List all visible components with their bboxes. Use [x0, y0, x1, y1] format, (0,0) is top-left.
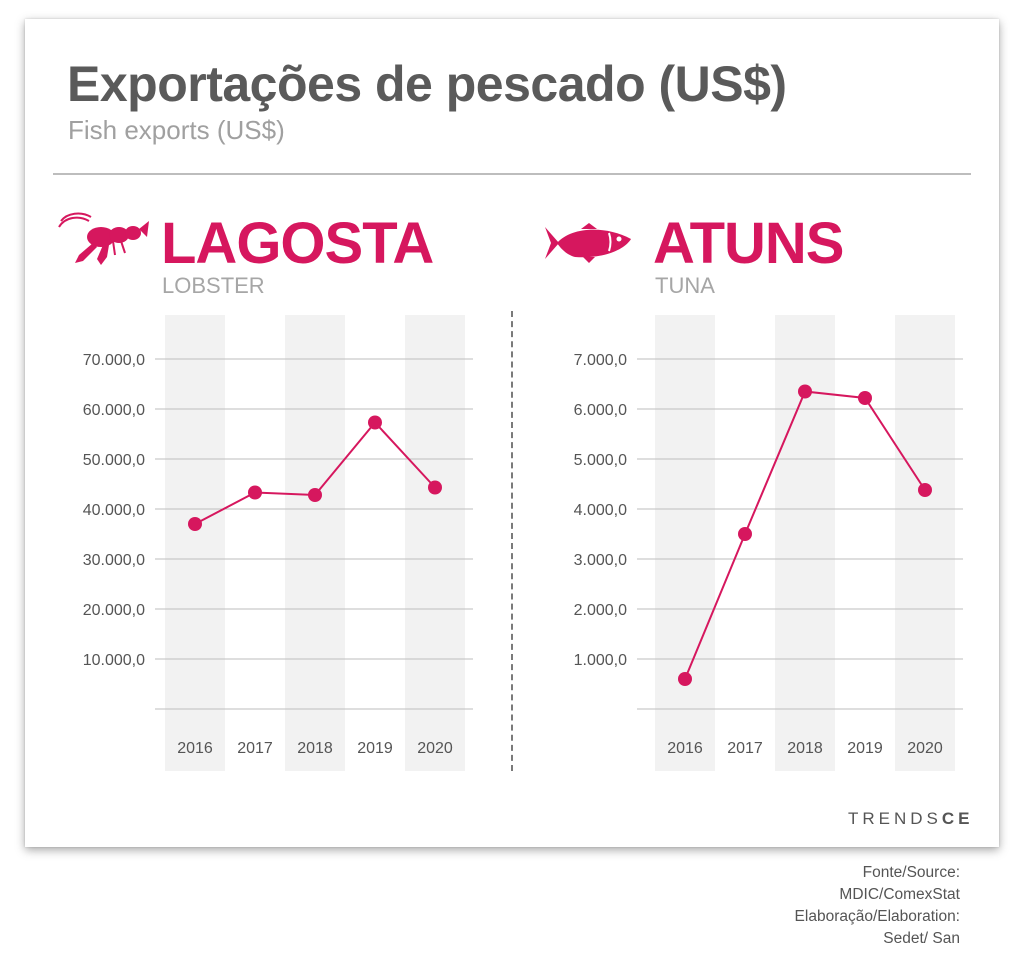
x-tick-label: 2016 — [177, 740, 213, 757]
x-tick-label: 2017 — [727, 740, 763, 757]
y-tick-label: 60.000,0 — [83, 402, 145, 419]
x-tick-label: 2020 — [907, 740, 943, 757]
header-divider — [53, 173, 971, 175]
x-tick-label: 2019 — [847, 740, 883, 757]
page-subtitle: Fish exports (US$) — [68, 115, 285, 145]
source-line: Fonte/Source: — [862, 864, 960, 881]
source-line: MDIC/ComexStat — [839, 886, 960, 903]
y-tick-label: 2.000,0 — [574, 602, 627, 619]
lobster-header: LAGOSTA — [161, 211, 434, 276]
column-band — [165, 315, 225, 771]
y-tick-label: 50.000,0 — [83, 452, 145, 469]
y-tick-label: 70.000,0 — [83, 352, 145, 369]
data-point — [918, 483, 932, 497]
y-tick-label: 30.000,0 — [83, 552, 145, 569]
data-point — [858, 391, 872, 405]
column-band — [405, 315, 465, 771]
data-point — [798, 384, 812, 399]
source-line: Elaboração/Elaboration: — [794, 908, 960, 925]
data-point — [188, 517, 202, 531]
x-tick-label: 2018 — [297, 740, 333, 757]
column-band — [285, 315, 345, 771]
lobster-chart: 10.000,0 20.000,0 30.000,0 40.000,0 50.000,0… — [83, 315, 473, 771]
tuna-title: ATUNS — [653, 211, 844, 276]
source-line: Sedet/ San — [883, 930, 960, 947]
column-band — [775, 315, 835, 771]
column-band — [895, 315, 955, 771]
lobster-title: LAGOSTA — [161, 211, 434, 276]
chart-separator — [511, 311, 513, 771]
y-tick-label: 6.000,0 — [574, 402, 627, 419]
y-tick-label: 3.000,0 — [574, 552, 627, 569]
page-title: Exportações de pescado (US$) — [67, 56, 787, 112]
y-tick-label: 1.000,0 — [574, 652, 627, 669]
y-tick-label: 7.000,0 — [574, 352, 627, 369]
x-tick-label: 2016 — [667, 740, 703, 757]
data-point — [678, 672, 692, 686]
tuna-subtitle: TUNA — [655, 273, 715, 298]
infographic-card: Exportações de pescado (US$) Fish export… — [25, 19, 999, 847]
x-tick-label: 2017 — [237, 740, 273, 757]
x-tick-label: 2020 — [417, 740, 453, 757]
y-tick-label: 10.000,0 — [83, 652, 145, 669]
tuna-chart: 1.000,0 2.000,0 3.000,0 4.000,0 5.000,0 6.000… — [574, 315, 963, 771]
lobster-icon — [58, 212, 149, 265]
data-point — [738, 527, 752, 541]
column-band — [655, 315, 715, 771]
brand-logo: TRENDSCE — [848, 809, 974, 828]
fish-icon — [545, 223, 631, 263]
data-point — [368, 415, 382, 430]
data-point — [308, 488, 322, 502]
lobster-subtitle: LOBSTER — [162, 273, 265, 298]
x-tick-label: 2019 — [357, 740, 393, 757]
data-point — [428, 480, 442, 495]
y-tick-label: 5.000,0 — [574, 452, 627, 469]
data-point — [248, 485, 262, 500]
y-tick-label: 40.000,0 — [83, 502, 145, 519]
y-tick-label: 20.000,0 — [83, 602, 145, 619]
tuna-header: ATUNS — [653, 211, 844, 276]
source-note: Fonte/Source: MDIC/ComexStat Elaboração/… — [795, 862, 960, 950]
x-tick-label: 2018 — [787, 740, 823, 757]
y-tick-label: 4.000,0 — [574, 502, 627, 519]
